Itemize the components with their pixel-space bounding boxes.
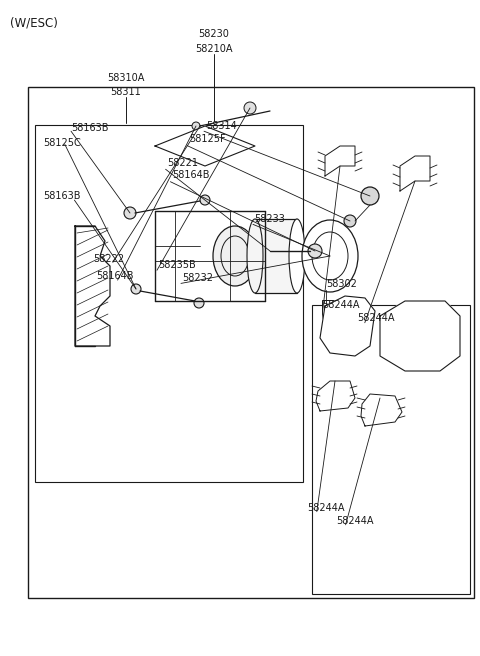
Text: 58244A: 58244A [307, 503, 345, 513]
Text: 58314: 58314 [206, 121, 237, 131]
Circle shape [192, 122, 200, 130]
Text: (W/ESC): (W/ESC) [10, 16, 58, 30]
Text: 58164B: 58164B [172, 171, 209, 180]
Circle shape [124, 207, 136, 219]
Circle shape [411, 341, 425, 355]
Text: 58233: 58233 [254, 215, 285, 224]
Text: 58310A: 58310A [107, 73, 144, 83]
Circle shape [244, 102, 256, 114]
Polygon shape [325, 146, 355, 176]
Polygon shape [75, 226, 110, 346]
Text: 58163B: 58163B [71, 123, 108, 133]
Ellipse shape [312, 232, 348, 280]
Circle shape [200, 195, 210, 205]
Text: 58232: 58232 [182, 274, 214, 283]
Text: 58164B: 58164B [96, 271, 133, 281]
Circle shape [194, 298, 204, 308]
Circle shape [411, 319, 425, 333]
Ellipse shape [302, 220, 358, 292]
Circle shape [414, 322, 422, 330]
Text: 58163B: 58163B [43, 192, 81, 201]
Circle shape [131, 284, 141, 294]
Text: 58125C: 58125C [43, 138, 81, 148]
Text: 58244A: 58244A [323, 300, 360, 310]
Text: 58210A: 58210A [195, 44, 232, 54]
Circle shape [308, 244, 322, 258]
Circle shape [361, 187, 379, 205]
Bar [35, 125, 303, 482]
Text: 58125F: 58125F [190, 134, 226, 144]
Bar [322, 300, 354, 318]
Text: 58230: 58230 [198, 30, 229, 39]
Polygon shape [380, 301, 460, 371]
Bar [312, 305, 470, 594]
Circle shape [85, 251, 95, 261]
Polygon shape [320, 296, 375, 356]
Polygon shape [316, 381, 355, 411]
Polygon shape [155, 126, 255, 166]
Bar [28, 87, 474, 598]
Circle shape [344, 215, 356, 227]
Text: 58244A: 58244A [336, 516, 373, 526]
Text: 58221: 58221 [167, 158, 198, 168]
Bar [255, 219, 297, 293]
Text: 58302: 58302 [326, 279, 357, 289]
Polygon shape [361, 394, 402, 426]
Text: 58222: 58222 [94, 254, 125, 264]
Circle shape [414, 344, 422, 352]
Text: 58311: 58311 [110, 87, 141, 97]
Text: 58244A: 58244A [358, 314, 395, 323]
Polygon shape [400, 156, 430, 191]
Circle shape [85, 311, 95, 321]
Ellipse shape [213, 226, 257, 286]
Ellipse shape [289, 219, 305, 293]
Ellipse shape [247, 219, 263, 293]
Text: 58235B: 58235B [158, 260, 196, 270]
